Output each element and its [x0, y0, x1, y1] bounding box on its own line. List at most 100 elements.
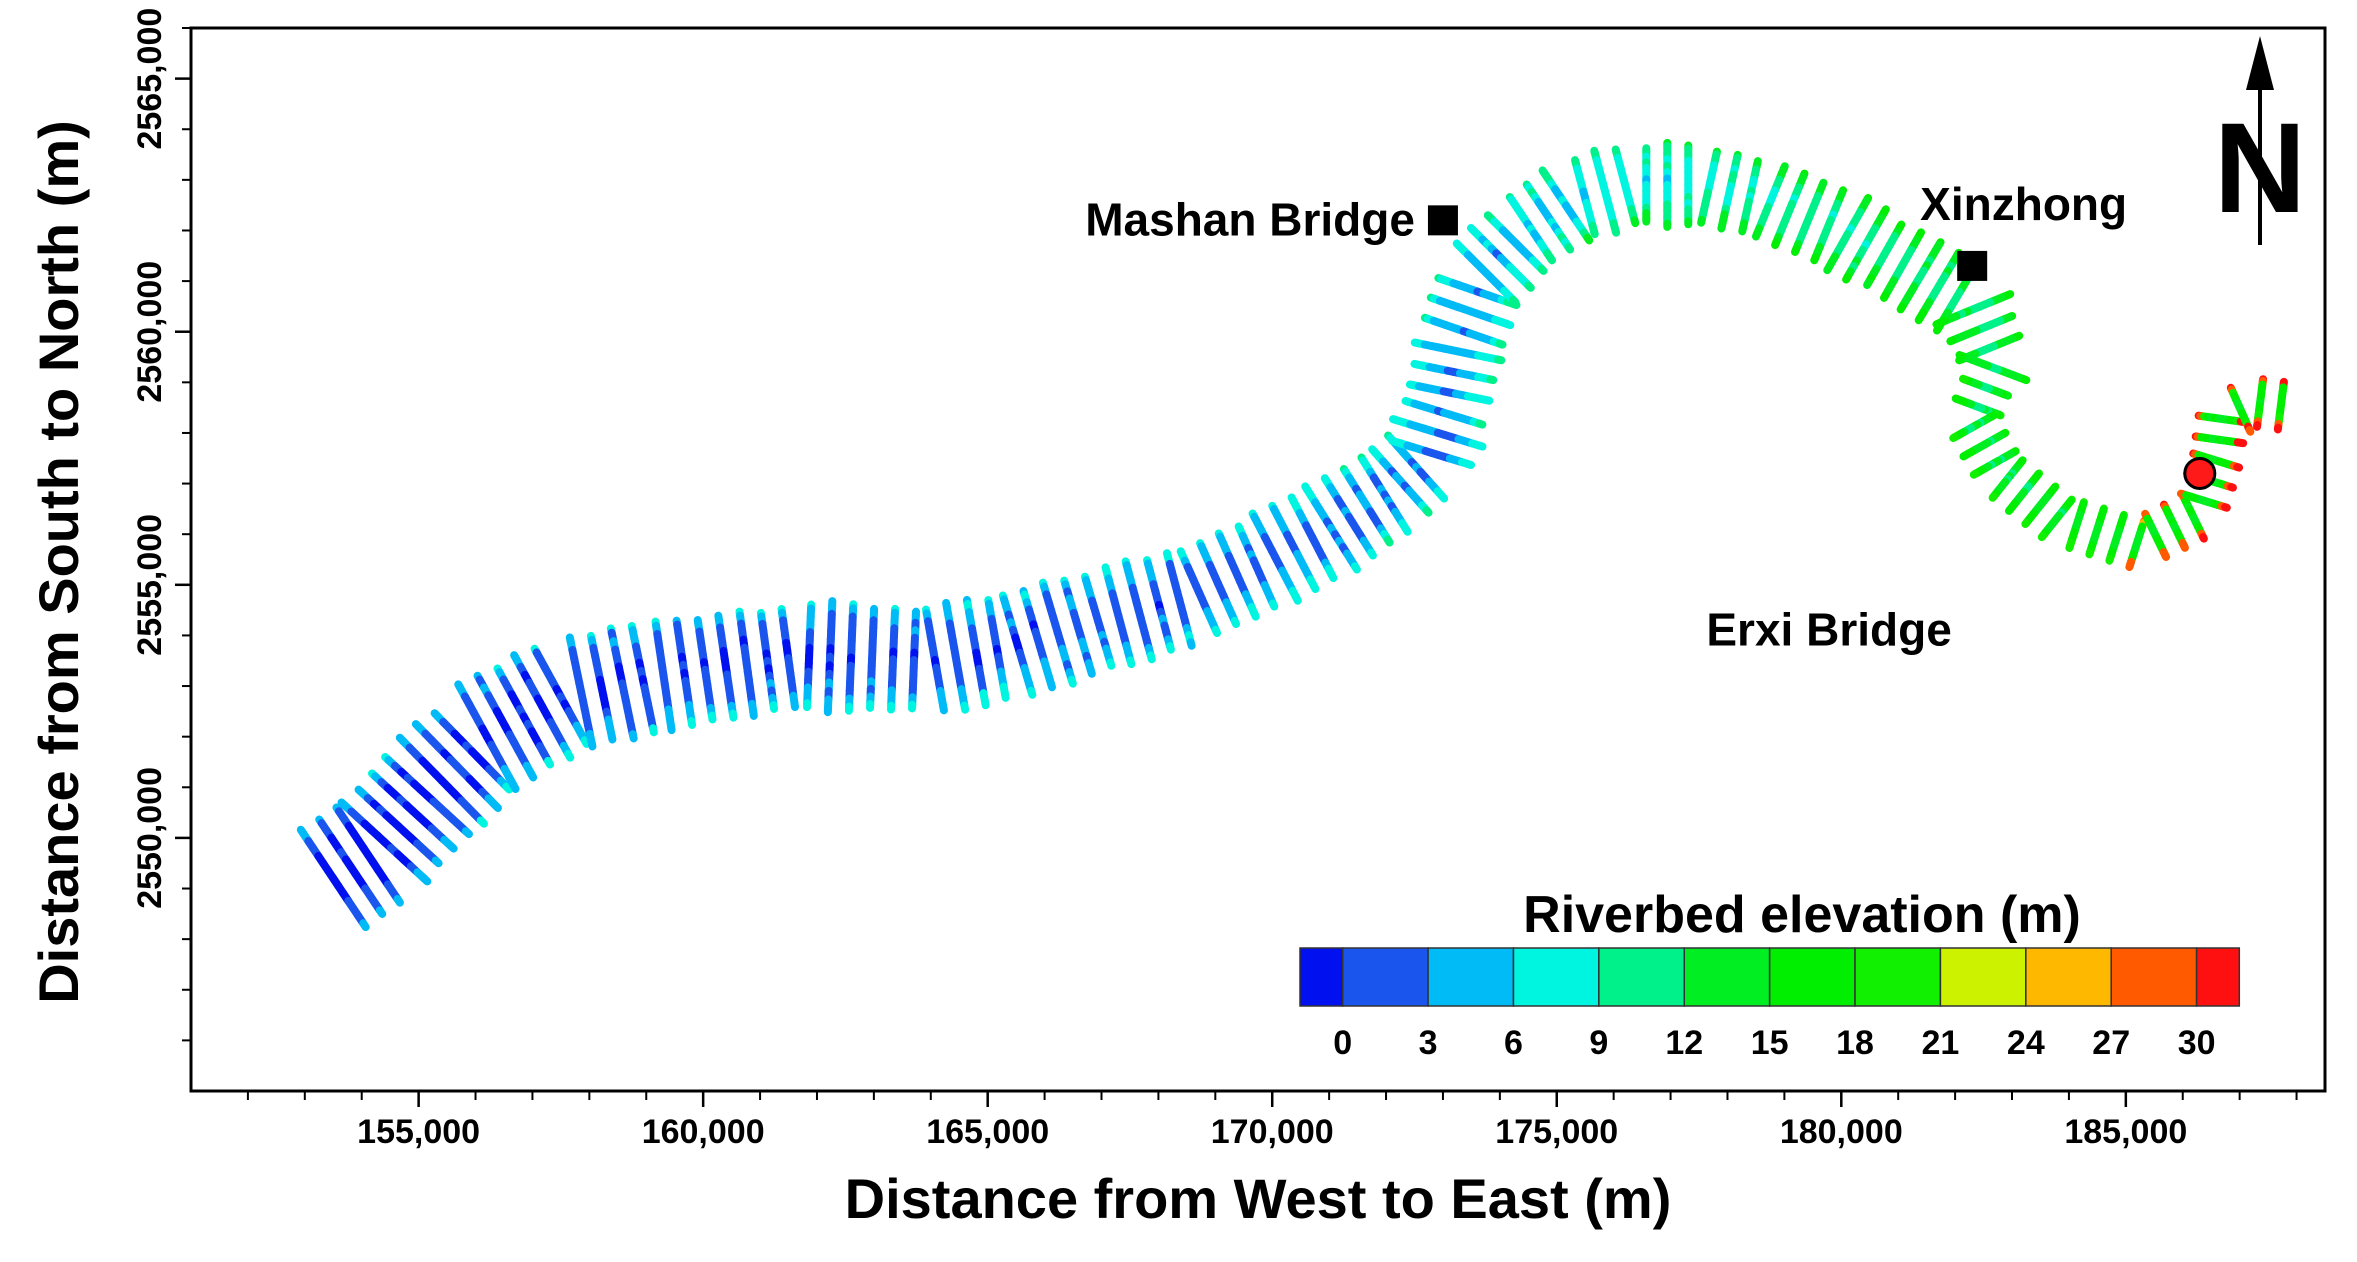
transect-segment [2021, 518, 2031, 529]
transect-segment [1823, 263, 1833, 275]
colorbar-tick-label: 18 [1836, 1024, 1874, 1062]
transect-segment [431, 856, 443, 868]
colorbar-cell [1427, 947, 1515, 1007]
transect-segment [1949, 433, 1959, 443]
transect-segment [2161, 551, 2171, 561]
x-tick-label: 175,000 [1495, 1113, 1618, 1151]
transect-segment [1309, 581, 1320, 594]
colorbar-tick-label: 21 [1922, 1024, 1960, 1062]
colorbar-tick-label: 0 [1333, 1024, 1352, 1062]
colorbar-tick-label: 15 [1751, 1024, 1789, 1062]
transect-segment [476, 816, 488, 828]
colorbar-tick-label: 27 [2092, 1024, 2130, 1062]
transect-segment [564, 749, 575, 762]
north-arrow: N [2214, 36, 2306, 245]
transect-segment [1086, 666, 1096, 678]
transect-segment [960, 701, 970, 714]
transect-segment [1383, 535, 1394, 547]
colorbar-cell [1854, 947, 1942, 1007]
transect-segment [1486, 375, 1498, 385]
colorbar-cell [1512, 947, 1600, 1007]
transect-segment [1914, 313, 1925, 325]
transect-segment [1401, 524, 1412, 536]
transect-segment [1292, 593, 1302, 605]
transect-segment [2227, 483, 2237, 492]
colorbar-tick-label: 6 [1504, 1024, 1523, 1062]
transect-segment [359, 919, 370, 932]
colorbar-cell [1683, 947, 1771, 1007]
transect-segment [1046, 679, 1057, 692]
transect-segment [939, 702, 948, 715]
colorbar-tick-labels: 0 3 6 9 12 15 18 21 24 27 30 [1333, 1024, 2215, 1062]
x-tick-label: 180,000 [1780, 1113, 1903, 1151]
transect-segment [1350, 562, 1361, 574]
transect-segment [1959, 451, 1970, 461]
transect-segment [1969, 469, 1980, 479]
transect-segment [1771, 238, 1781, 250]
transect-segment [1537, 264, 1548, 275]
transect-segment [1494, 355, 1506, 365]
north-arrow-head [2246, 36, 2274, 90]
y-tick-label: 2550,000 [131, 767, 169, 909]
transect-segment [1230, 616, 1241, 629]
transect-segment [502, 782, 514, 794]
transect-segment [1146, 651, 1156, 664]
transect-segment [2180, 542, 2189, 552]
transect-segment [1951, 394, 1962, 404]
y-axis-ticks: 2565,000 2560,000 2555,000 2550,000 [131, 8, 191, 1042]
x-tick-label: 170,000 [1211, 1113, 1334, 1151]
transect-segment [1250, 609, 1260, 621]
colorbar-cell [1341, 947, 1429, 1007]
x-tick-label: 160,000 [642, 1113, 765, 1151]
colorbar-cell [2110, 947, 2198, 1007]
place-markers: Mashan Bridge Xinzhong Erxi Bridge [1085, 178, 2217, 655]
transect-segment [1896, 302, 1907, 314]
transect-segment [587, 738, 597, 751]
transect-segment [1475, 419, 1487, 429]
transect-segment [1611, 225, 1621, 237]
transect-segment [1863, 278, 1873, 290]
colorbar-cell [2195, 947, 2241, 1007]
place-label: Mashan Bridge [1085, 193, 1415, 245]
transect-segment [666, 722, 676, 735]
transect-segment [1590, 227, 1599, 239]
transect-segment [2125, 561, 2134, 572]
transect-segment [1738, 224, 1747, 236]
place-label: Erxi Bridge [1706, 603, 1951, 655]
colorbar-cell [1299, 947, 1344, 1007]
y-tick-label: 2555,000 [131, 514, 169, 656]
transect-segment [1422, 506, 1433, 517]
transect-segment [490, 800, 502, 813]
transect-segment [509, 780, 520, 793]
transect-segment [707, 711, 717, 724]
transect-segment [728, 709, 738, 722]
x-tick-label: 165,000 [926, 1113, 1049, 1151]
transect-segment [420, 874, 432, 886]
x-tick-label: 185,000 [2064, 1113, 2187, 1151]
transect-segment [1211, 625, 1222, 637]
transect-segment [1791, 245, 1801, 256]
transect-segment [393, 894, 404, 907]
transect-segment [980, 697, 990, 710]
transect-segment [2233, 463, 2244, 472]
transect-segment [1186, 638, 1196, 650]
x-axis-ticks: 155,000 160,000 165,000 170,000 175,000 180,0… [246, 1091, 2298, 1151]
transect-segment [2004, 505, 2015, 515]
transect-segment [446, 841, 458, 853]
transect-segment [1583, 233, 1594, 245]
transect-segment [1327, 570, 1338, 583]
transect-segment [1067, 675, 1077, 688]
place-marker-circle [2183, 456, 2217, 490]
transect-segment [2105, 554, 2114, 565]
x-axis-title: Distance from West to East (m) [845, 1167, 1672, 1230]
colorbar-cell [1598, 947, 1686, 1007]
transect-segment [1268, 599, 1279, 611]
transect-segment [1988, 492, 1998, 502]
transect-segment [769, 701, 779, 713]
transect-segment [648, 724, 658, 737]
transect-segment [1946, 336, 1957, 346]
transect-segment [375, 906, 387, 918]
transect-segment [1509, 295, 1520, 307]
north-label: N [2214, 97, 2306, 240]
